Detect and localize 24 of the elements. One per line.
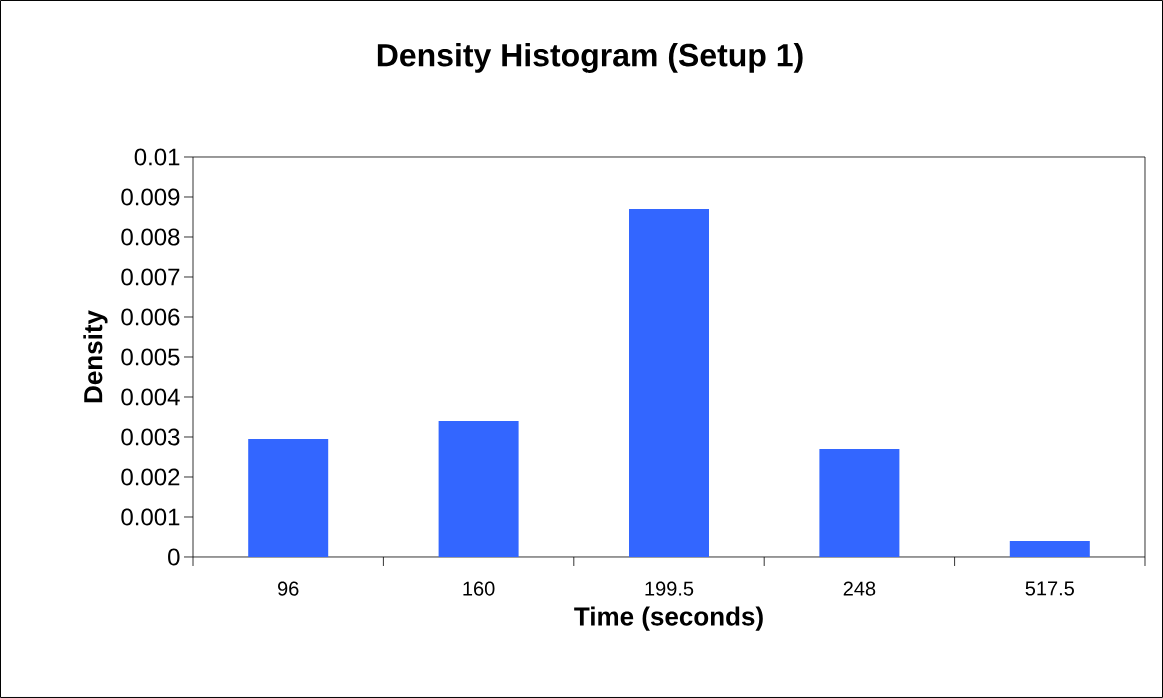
bar xyxy=(629,208,709,557)
y-tick-label: 0.008 xyxy=(121,228,180,246)
chart-title: Density Histogram (Setup 1) xyxy=(377,43,803,73)
x-tick-label: 96 xyxy=(278,581,299,596)
bar xyxy=(1009,540,1090,557)
bar xyxy=(248,438,329,557)
x-tick-label: 160 xyxy=(463,581,495,596)
bar xyxy=(819,448,900,557)
x-tick-label: 199.5 xyxy=(645,581,694,596)
y-tick-label: 0.001 xyxy=(121,508,180,526)
y-tick-label: 0.006 xyxy=(121,308,180,326)
y-tick-label: 0.007 xyxy=(121,268,180,286)
y-tick-label: 0.005 xyxy=(121,348,180,366)
y-tick-label: 0.009 xyxy=(121,188,180,206)
y-tick-label: 0.003 xyxy=(121,428,180,446)
x-tick-label: 248 xyxy=(843,581,876,596)
x-axis-title: Time (seconds) xyxy=(574,606,763,631)
y-tick-label: 0.002 xyxy=(121,468,180,486)
y-axis-title: Density xyxy=(83,310,108,403)
bar xyxy=(438,420,519,557)
y-tick-label: 0 xyxy=(168,548,180,566)
x-tick-label: 517.5 xyxy=(1025,581,1074,596)
y-tick-label: 0.004 xyxy=(121,388,180,406)
y-tick-label: 0.01 xyxy=(134,148,180,166)
